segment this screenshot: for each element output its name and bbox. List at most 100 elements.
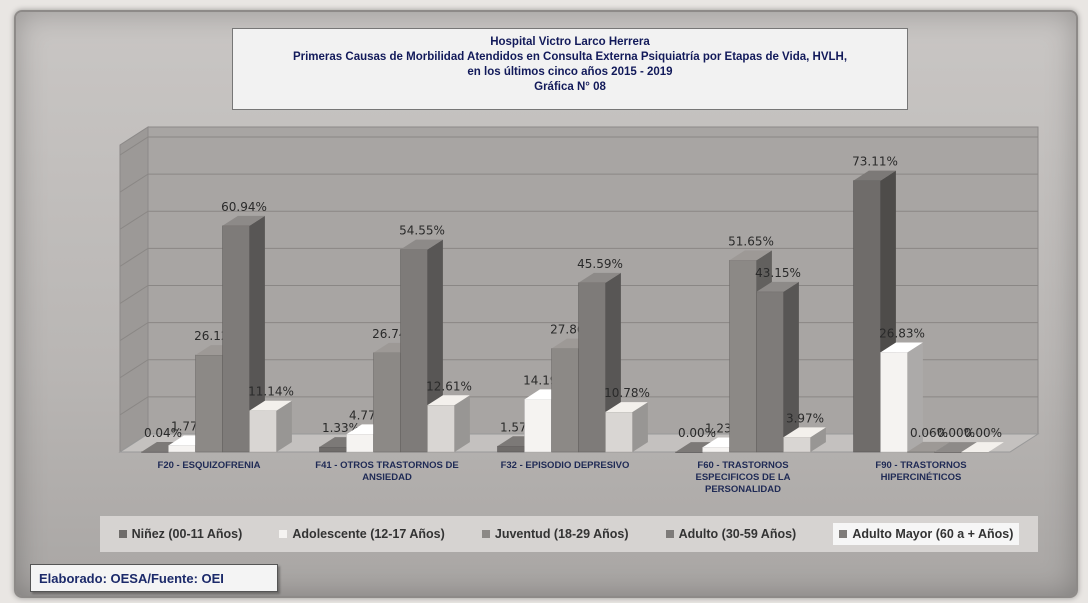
bar-front [783,437,811,453]
bar-side [632,402,648,452]
legend-swatch [118,530,127,538]
bar-side [454,395,470,452]
bar-side [907,342,923,452]
legend-label: Adulto (30-59 Años) [678,527,797,541]
bar-front [249,410,277,453]
bar-front [319,446,347,453]
title-line-4: Gráfica N° 08 [534,81,606,93]
bar-front [880,352,908,453]
bar-top [934,442,977,452]
bar [853,170,896,453]
legend-swatch [839,530,848,538]
legend-item-adulto-mayor: Adulto Mayor (60 a + Años) [833,523,1020,545]
legend-swatch [279,530,288,538]
title-line-3: en los últimos cinco años 2015 - 2019 [467,66,673,78]
bar-top [605,402,648,412]
data-label: 10.78% [604,386,650,400]
bar-front [427,404,455,453]
bar-top [427,395,470,406]
gridline [119,285,149,304]
bar [880,342,923,453]
data-label: 12.61% [426,379,472,393]
category-label: F90 - TRASTORNOS [875,460,966,471]
bar-top [578,272,621,283]
bar [427,395,470,453]
bar-front [497,445,525,453]
bar-front [961,451,989,453]
legend-label: Adolescente (12-17 Años) [292,527,445,541]
bar-top [907,441,950,452]
bar [907,441,950,453]
data-label: 0.00% [964,426,1002,440]
data-label: 11.14% [248,385,294,399]
bar-side [934,441,950,452]
bar-top [400,239,443,250]
data-label: 54.55% [399,224,445,238]
gridline [119,210,149,230]
data-label: 51.65% [728,234,774,248]
bar-side [249,215,265,452]
category-label: F41 - OTROS TRASTORNOS DE [315,460,458,471]
bar-top [729,250,772,261]
data-label: 0.06% [910,426,948,440]
data-label: 43.15% [755,266,801,280]
bar [783,427,826,453]
bar-front [729,259,757,453]
data-label: 45.59% [577,257,623,271]
bar-front [675,451,703,453]
bar-top [222,215,265,226]
bar [249,400,292,453]
bar-front [168,445,196,453]
bar-top [756,281,799,292]
title-line-1: Hospital Victro Larco Herrera [490,36,650,48]
category-label: PERSONALIDAD [705,484,781,495]
bar-top [961,442,1004,452]
source-footer: Elaborado: OESA/Fuente: OEI [30,564,278,592]
data-label: 0.00% [937,426,975,440]
bar [222,215,265,453]
gridline [119,136,149,156]
bar-side [276,400,292,452]
bar-side [783,281,799,452]
data-label: 1.33% [322,421,360,435]
bar [756,281,799,453]
category-label: HIPERCINÉTICOS [881,472,962,483]
bar [961,442,1004,453]
legend-item-adolescente: Adolescente (12-17 Años) [279,527,445,541]
bar-front [346,434,374,453]
legend-swatch [665,530,674,538]
data-label: 26.83% [879,326,925,340]
side-wall [119,126,149,453]
legend-item-adulto: Adulto (30-59 Años) [665,527,797,541]
bar-side [810,427,826,452]
bar-front [934,451,962,453]
gridline [119,396,149,416]
category-label: F60 - TRASTORNOS [697,460,788,471]
data-label: 3.97% [786,411,824,425]
bar [605,402,648,453]
bar [578,272,621,453]
bar-front [702,447,730,453]
legend-label: Adulto Mayor (60 a + Años) [852,527,1014,541]
legend: Niñez (00-11 Años) Adolescente (12-17 Añ… [100,516,1038,552]
bar-top [880,342,923,353]
bar-top [249,400,292,411]
category-label: F32 - EPISODIO DEPRESIVO [501,460,630,471]
data-label: 73.11% [852,155,898,169]
data-label: 0.00% [678,426,716,440]
legend-item-ninez: Niñez (00-11 Años) [118,527,243,541]
bar-front [551,348,579,453]
bar-front [400,249,428,453]
chart-title: Hospital Victro Larco Herrera Primeras C… [232,28,908,110]
legend-item-juventud: Juventud (18-29 Años) [481,527,628,541]
gridline [119,359,149,379]
gridline [119,322,149,342]
data-label: 0.04% [144,426,182,440]
category-label: F20 - ESQUIZOFRENIA [158,460,261,471]
gridline [119,173,149,193]
bar-front [222,225,250,453]
legend-label: Niñez (00-11 Años) [131,527,243,541]
bar-top [853,170,896,181]
gridline [119,247,149,267]
